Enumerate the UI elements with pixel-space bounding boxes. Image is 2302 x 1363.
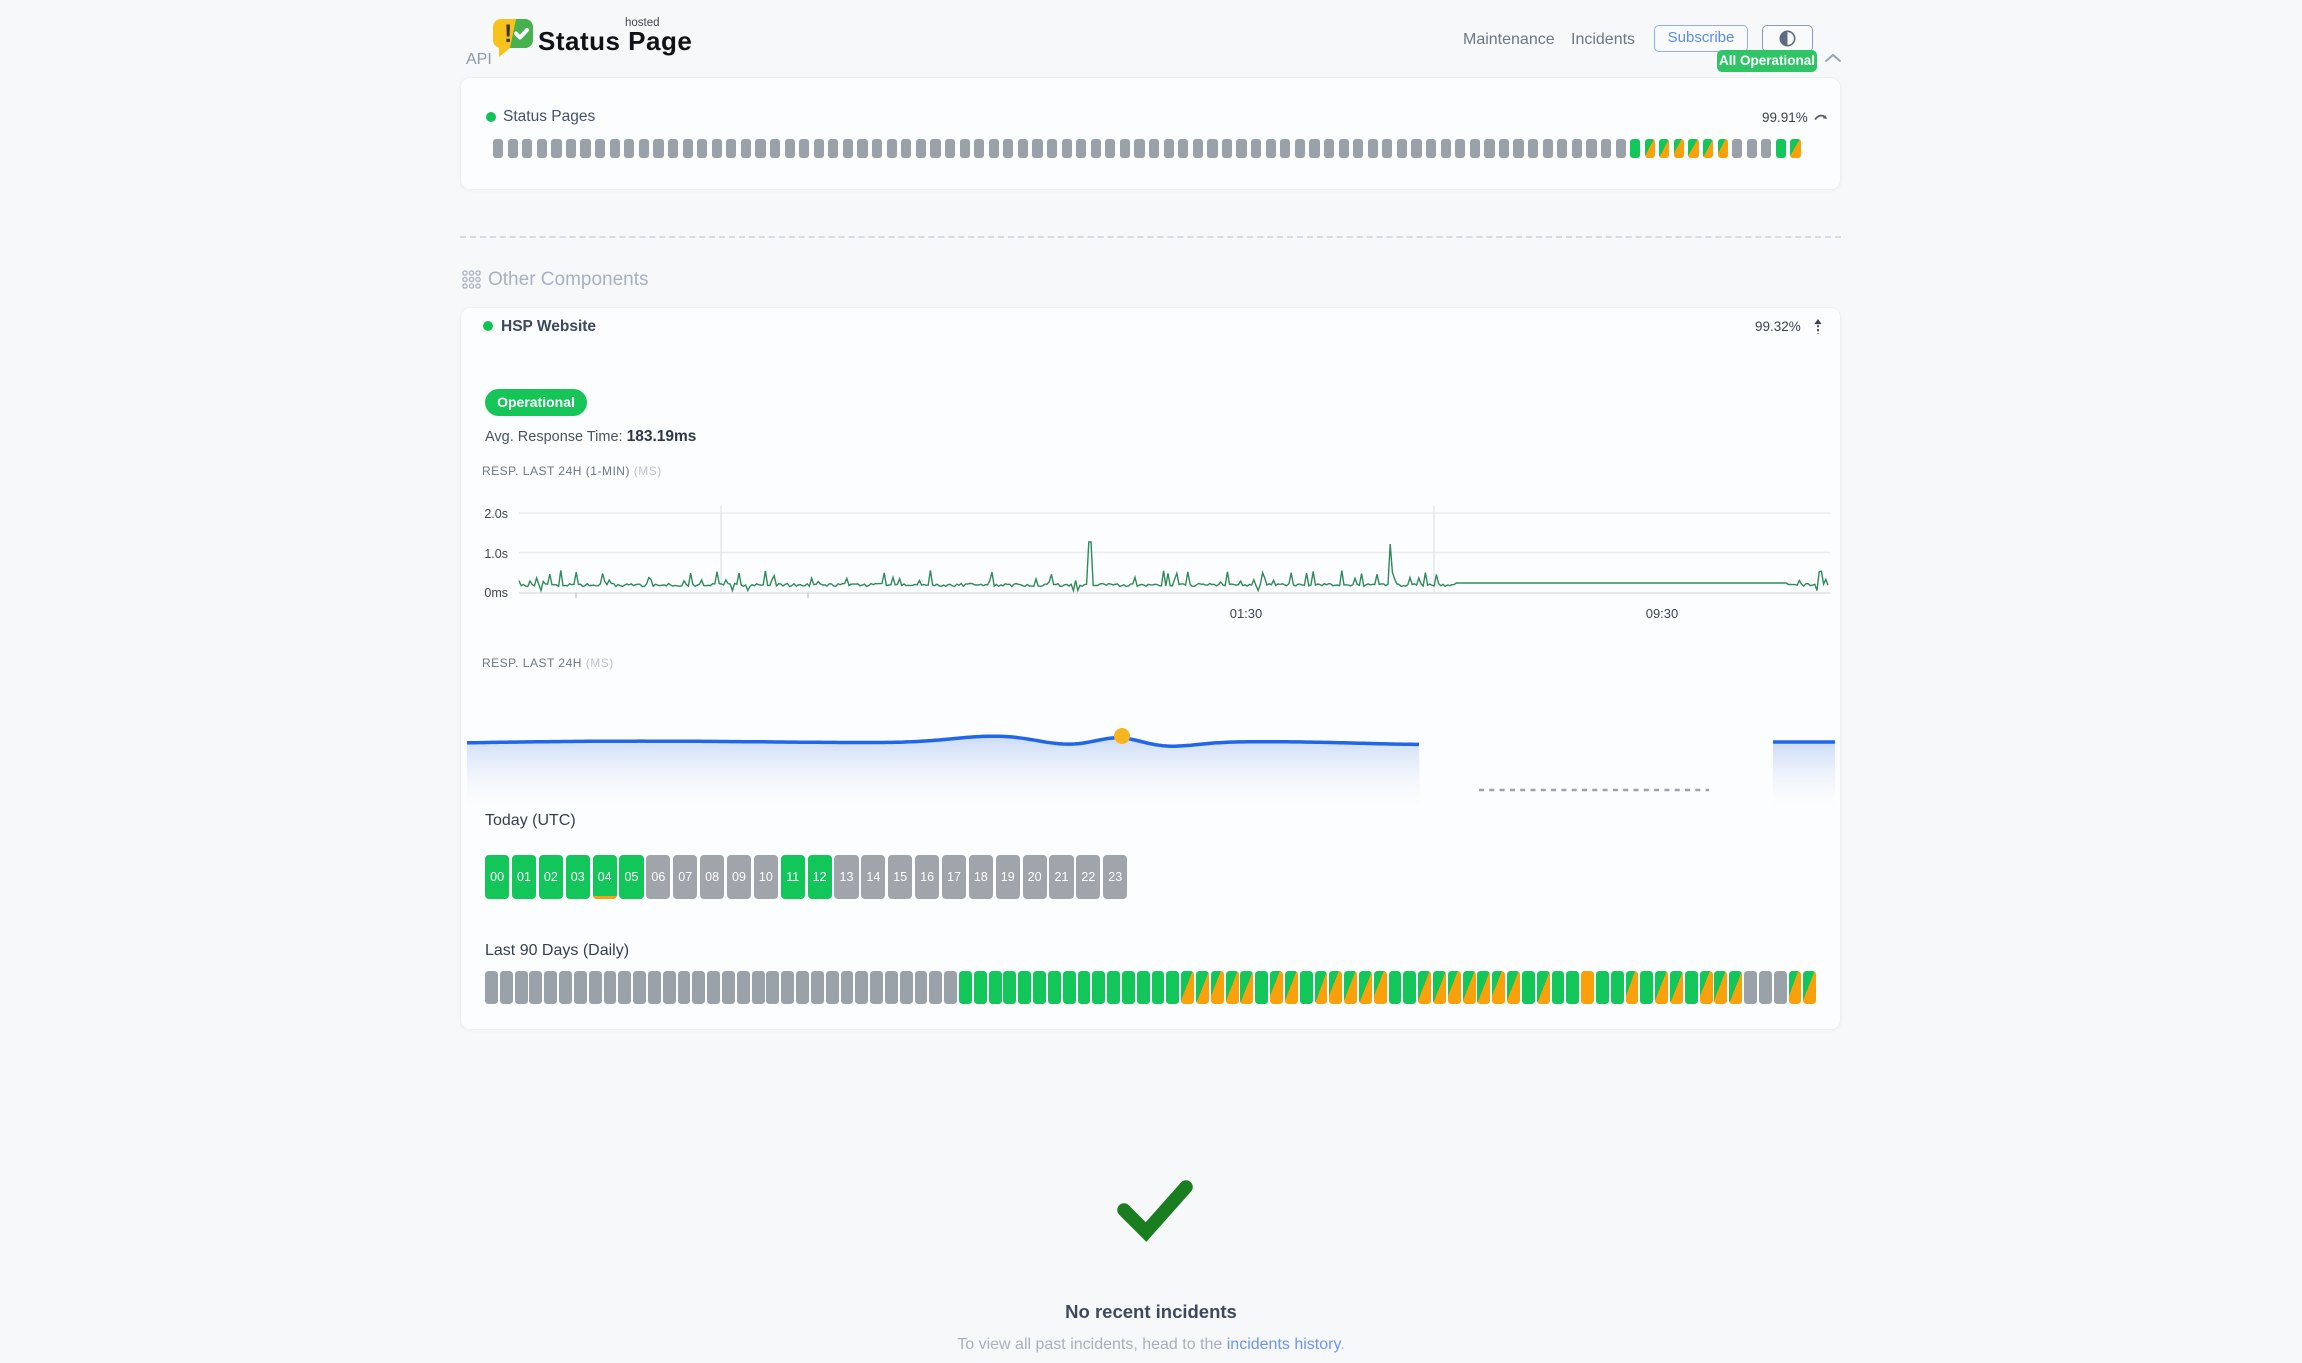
svg-text:0ms: 0ms xyxy=(484,586,508,600)
svg-text:2.0s: 2.0s xyxy=(484,507,508,521)
svg-text:01:30: 01:30 xyxy=(1230,606,1263,621)
svg-text:!: ! xyxy=(504,20,512,48)
svg-text:1.0s: 1.0s xyxy=(484,547,508,561)
svg-text:09:30: 09:30 xyxy=(1646,606,1679,621)
